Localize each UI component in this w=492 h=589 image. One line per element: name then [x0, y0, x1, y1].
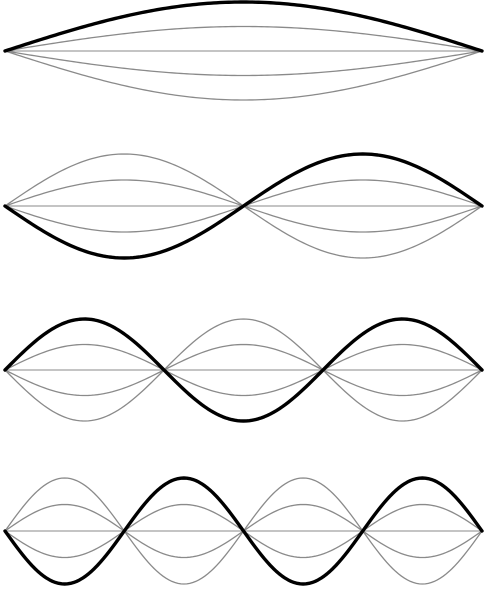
mode-2-highlight-wave [3, 152, 484, 260]
mode-1-envelope-4 [4, 50, 483, 101]
mode-3-highlight-wave [3, 317, 484, 423]
mode-3-envelope-2 [4, 343, 483, 397]
mode-4-highlight-wave [3, 476, 484, 586]
mode-3-envelope-4 [4, 318, 483, 422]
mode-1-envelope-2 [4, 25, 483, 52]
mode-1-group [3, 0, 484, 101]
mode-3-envelope-3 [4, 343, 483, 397]
mode-1-highlight-wave [3, 0, 484, 53]
mode-2-group [3, 152, 484, 260]
mode-4-group [3, 476, 484, 586]
mode-3-group [3, 317, 484, 423]
mode-1-envelope-3 [4, 50, 483, 77]
